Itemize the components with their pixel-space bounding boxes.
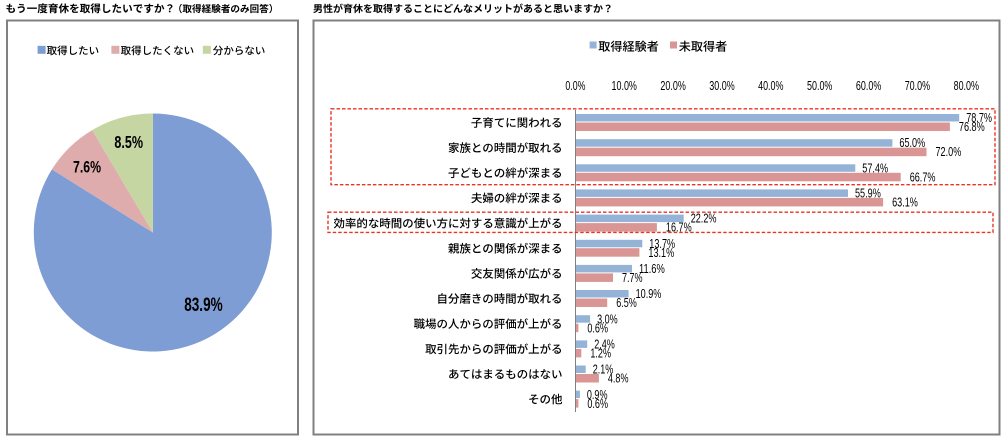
svg-text:0.0%: 0.0% xyxy=(565,79,585,93)
svg-text:70.0%: 70.0% xyxy=(905,79,930,93)
svg-text:83.9%: 83.9% xyxy=(184,295,223,316)
svg-text:40.0%: 40.0% xyxy=(758,79,783,93)
svg-text:13.1%: 13.1% xyxy=(648,246,674,260)
svg-text:60.0%: 60.0% xyxy=(856,79,881,93)
svg-text:3.0%: 3.0% xyxy=(597,312,618,326)
svg-text:66.7%: 66.7% xyxy=(910,170,936,184)
svg-text:20.0%: 20.0% xyxy=(660,79,685,93)
svg-text:22.2%: 22.2% xyxy=(691,212,717,226)
svg-text:72.0%: 72.0% xyxy=(936,145,962,159)
svg-text:10.9%: 10.9% xyxy=(636,287,662,301)
svg-text:80.0%: 80.0% xyxy=(954,79,979,93)
svg-text:78.7%: 78.7% xyxy=(966,111,992,125)
svg-text:0.9%: 0.9% xyxy=(587,388,608,402)
svg-text:7.6%: 7.6% xyxy=(73,158,101,177)
svg-text:50.0%: 50.0% xyxy=(807,79,832,93)
svg-text:0.6%: 0.6% xyxy=(587,397,608,411)
svg-text:4.8%: 4.8% xyxy=(608,372,629,386)
svg-text:1.2%: 1.2% xyxy=(590,347,611,361)
svg-text:8.5%: 8.5% xyxy=(114,132,143,152)
svg-text:16.7%: 16.7% xyxy=(666,221,692,235)
svg-text:11.6%: 11.6% xyxy=(639,262,665,276)
svg-text:55.9%: 55.9% xyxy=(855,187,881,201)
svg-text:30.0%: 30.0% xyxy=(709,79,734,93)
svg-text:2.4%: 2.4% xyxy=(594,338,615,352)
svg-text:65.0%: 65.0% xyxy=(899,136,925,150)
svg-text:63.1%: 63.1% xyxy=(892,196,918,210)
svg-text:76.8%: 76.8% xyxy=(959,120,985,134)
svg-text:7.7%: 7.7% xyxy=(622,271,643,285)
svg-text:57.4%: 57.4% xyxy=(862,161,888,175)
svg-text:6.5%: 6.5% xyxy=(616,296,637,310)
svg-text:2.1%: 2.1% xyxy=(593,363,614,377)
svg-text:13.7%: 13.7% xyxy=(649,237,675,251)
svg-text:10.0%: 10.0% xyxy=(612,79,637,93)
svg-text:0.6%: 0.6% xyxy=(587,321,608,335)
